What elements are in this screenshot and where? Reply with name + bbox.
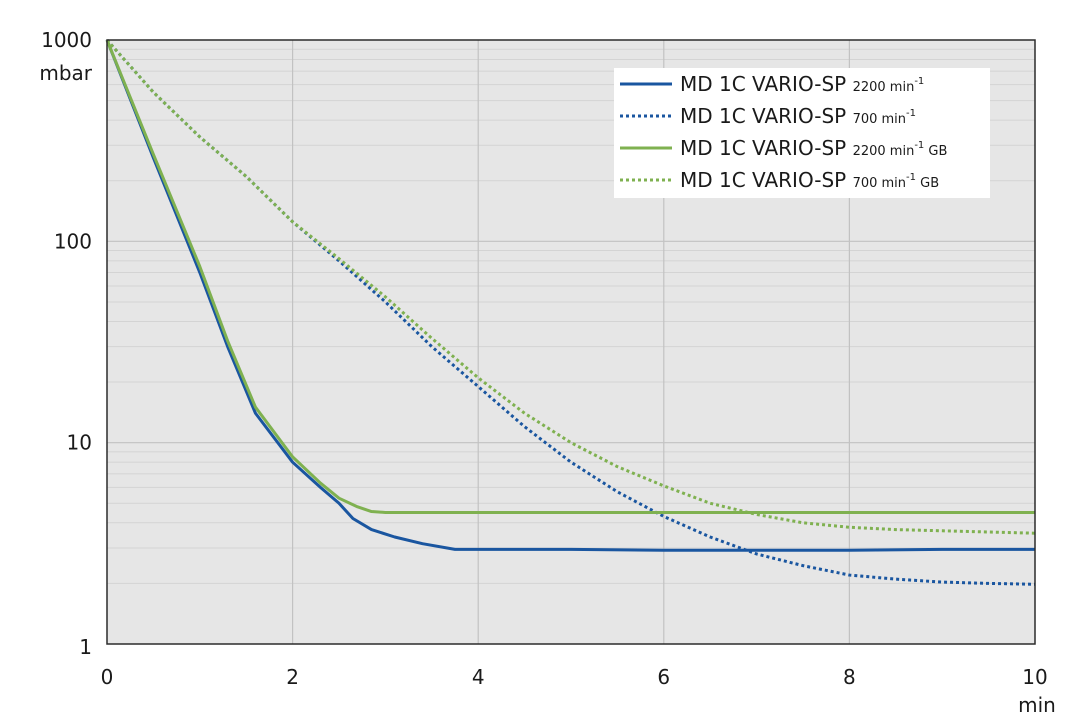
series-line-1 bbox=[105, 39, 1035, 552]
legend-label: MD 1C VARIO-SP 2200 min-1 GB bbox=[680, 136, 947, 160]
series-lines bbox=[105, 39, 1036, 586]
y-tick-label: 100 bbox=[54, 229, 92, 253]
legend-label: MD 1C VARIO-SP 2200 min-1 bbox=[680, 72, 924, 96]
legend-series-name: MD 1C VARIO-SP bbox=[680, 72, 853, 96]
x-tick-label: 10 bbox=[1022, 665, 1047, 689]
x-axis-ticks: 0 2 4 6 8 10 bbox=[101, 665, 1048, 689]
y-axis-unit-label: mbar bbox=[39, 61, 92, 85]
x-axis-unit-label: min bbox=[1018, 693, 1056, 717]
legend-box bbox=[614, 68, 990, 198]
x-tick-label: 4 bbox=[472, 665, 485, 689]
legend-speed: 2200 min bbox=[853, 80, 915, 95]
legend-series-name: MD 1C VARIO-SP bbox=[680, 136, 853, 160]
legend-suffix: GB bbox=[924, 144, 947, 159]
y-tick-label: 1 bbox=[79, 635, 92, 659]
plot-frame bbox=[106, 39, 1036, 645]
legend-label: MD 1C VARIO-SP 700 min-1 bbox=[680, 104, 916, 128]
legend: MD 1C VARIO-SP 2200 min-1MD 1C VARIO-SP … bbox=[614, 68, 990, 198]
legend-speed: 2200 min bbox=[853, 144, 915, 159]
legend-exponent: -1 bbox=[906, 172, 916, 183]
x-tick-label: 0 bbox=[101, 665, 114, 689]
legend-exponent: -1 bbox=[906, 108, 916, 119]
y-tick-label: 1000 bbox=[41, 28, 92, 52]
x-tick-label: 6 bbox=[657, 665, 670, 689]
legend-series-name: MD 1C VARIO-SP bbox=[680, 104, 853, 128]
legend-speed: 700 min bbox=[853, 112, 906, 127]
legend-exponent: -1 bbox=[914, 76, 924, 87]
legend-label: MD 1C VARIO-SP 700 min-1 GB bbox=[680, 168, 939, 192]
legend-suffix: GB bbox=[916, 176, 939, 191]
y-axis-ticks: 1000 100 10 1 bbox=[41, 28, 92, 659]
legend-speed: 700 min bbox=[853, 176, 906, 191]
x-tick-label: 2 bbox=[286, 665, 299, 689]
legend-exponent: -1 bbox=[914, 140, 924, 151]
series-line-4 bbox=[105, 39, 1036, 535]
x-tick-label: 8 bbox=[843, 665, 856, 689]
legend-series-name: MD 1C VARIO-SP bbox=[680, 168, 853, 192]
series-line-3 bbox=[105, 39, 1035, 514]
y-tick-label: 10 bbox=[67, 431, 92, 455]
